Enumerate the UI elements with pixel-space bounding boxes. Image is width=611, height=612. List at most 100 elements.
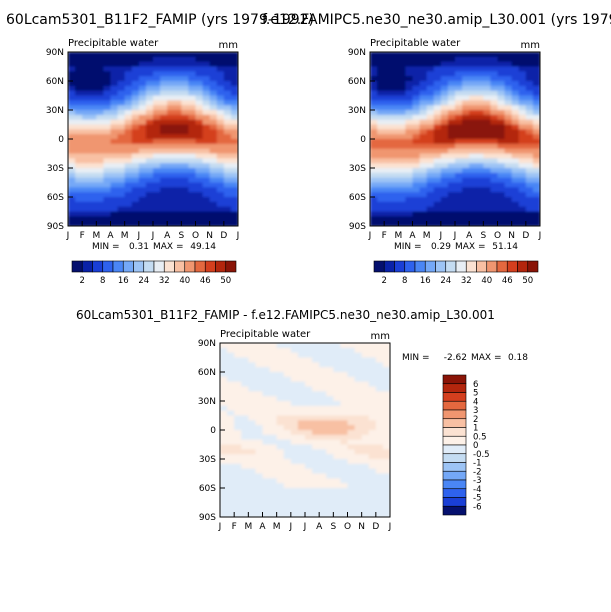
x-tick-label-J: J: [439, 231, 443, 241]
colorbar-swatch: [442, 462, 467, 472]
colorbar-swatch: [442, 418, 467, 428]
colorbar-swatch: [122, 260, 134, 273]
panel-1-units: mm: [219, 40, 238, 51]
colorbar-swatch: [442, 435, 467, 446]
colorbar-swatch: [184, 260, 196, 273]
colorbar-swatch: [92, 260, 104, 273]
y-tick-label-90S: 90S: [47, 222, 64, 232]
panel-2-min-label: MIN =: [394, 242, 422, 252]
x-tick-label-M: M: [92, 231, 100, 241]
x-tick-label-D: D: [220, 231, 227, 241]
panel-3-min-label: MIN =: [402, 353, 430, 363]
colorbar-swatch: [435, 260, 447, 273]
x-tick-label-J: J: [289, 522, 293, 532]
panel-1-subtitle: Precipitable water: [68, 38, 159, 49]
colorbar-swatch: [102, 260, 114, 273]
x-tick-label-D: D: [522, 231, 529, 241]
x-tick-label-J: J: [218, 522, 222, 532]
y-tick-label-30S: 30S: [199, 455, 216, 465]
panel-2-subtitle: Precipitable water: [370, 38, 461, 49]
x-tick-label-A: A: [466, 231, 473, 241]
x-tick-label-S: S: [178, 231, 184, 241]
y-tick-label-30N: 30N: [46, 106, 64, 116]
colorbar-label-1: 1: [473, 424, 478, 434]
y-tick-label-60N: 60N: [198, 368, 216, 378]
colorbar-label--1: -1: [473, 459, 481, 469]
colorbar-label-32: 32: [461, 276, 472, 286]
colorbar-swatch: [445, 260, 457, 273]
colorbar-label-6: 6: [473, 380, 478, 390]
colorbar-swatch: [383, 260, 395, 273]
colorbar-label-32: 32: [159, 276, 170, 286]
colorbar-label-24: 24: [138, 276, 149, 286]
panel-3-field: [220, 343, 390, 517]
panel-1-colorbar: 2 8 16 24 32 40 46 50: [71, 260, 237, 286]
y-tick-label-60S: 60S: [199, 484, 216, 494]
colorbar-swatch: [153, 260, 165, 273]
colorbar-swatch: [442, 392, 467, 402]
colorbar-swatch: [442, 505, 467, 516]
y-tick-label-60S: 60S: [47, 193, 64, 203]
colorbar-label-46: 46: [200, 276, 211, 286]
colorbar-swatch: [465, 260, 477, 273]
y-tick-label-90S: 90S: [349, 222, 366, 232]
colorbar-swatch: [442, 488, 467, 498]
colorbar-label--0.5: -0.5: [473, 450, 490, 460]
x-tick-label-S: S: [480, 231, 486, 241]
colorbar-swatch: [394, 260, 406, 273]
x-tick-label-J: J: [538, 231, 542, 241]
colorbar-label-40: 40: [481, 276, 492, 286]
x-tick-label-D: D: [372, 522, 379, 532]
colorbar-swatch: [163, 260, 175, 273]
panel-2-field: [370, 52, 540, 226]
colorbar-swatch: [442, 427, 467, 437]
panel-1: 60Lcam5301_B11F2_FAMIP (yrs 1979-1992) P…: [6, 12, 314, 286]
colorbar-label-2: 2: [80, 276, 85, 286]
x-tick-label-M: M: [394, 231, 402, 241]
x-tick-label-J: J: [388, 522, 392, 532]
colorbar-swatch: [225, 260, 237, 273]
x-tick-label-J: J: [368, 231, 372, 241]
y-tick-label-90S: 90S: [199, 513, 216, 523]
colorbar-label-2: 2: [473, 415, 478, 425]
y-tick-label-60N: 60N: [46, 77, 64, 87]
panel-1-min-value: 0.31: [129, 242, 149, 252]
panel-1-max-value: 49.14: [190, 242, 216, 252]
colorbar-swatch: [194, 260, 206, 273]
colorbar-swatch: [373, 260, 385, 273]
y-tick-label-90N: 90N: [198, 339, 216, 349]
panel-3: 60Lcam5301_B11F2_FAMIP - f.e12.FAMIPC5.n…: [76, 308, 528, 532]
colorbar-swatch: [133, 260, 145, 273]
colorbar-swatch: [527, 260, 539, 273]
y-tick-label-60S: 60S: [349, 193, 366, 203]
colorbar-label--3: -3: [473, 476, 481, 486]
colorbar-swatch: [442, 383, 467, 393]
x-tick-label-A: A: [164, 231, 171, 241]
x-tick-label-O: O: [344, 522, 351, 532]
y-tick-label-90N: 90N: [348, 48, 366, 58]
colorbar-swatch: [71, 260, 83, 273]
x-tick-label-F: F: [382, 231, 387, 241]
colorbar-swatch: [476, 260, 488, 273]
x-tick-label-N: N: [206, 231, 213, 241]
y-tick-label-30S: 30S: [349, 164, 366, 174]
colorbar-swatch: [143, 260, 155, 273]
colorbar-label-8: 8: [402, 276, 407, 286]
colorbar-swatch: [81, 260, 93, 273]
x-tick-label-J: J: [236, 231, 240, 241]
x-tick-label-N: N: [358, 522, 365, 532]
colorbar-label-4: 4: [473, 397, 478, 407]
x-tick-label-S: S: [330, 522, 336, 532]
colorbar-label-46: 46: [502, 276, 513, 286]
colorbar-label-2: 2: [382, 276, 387, 286]
colorbar-swatch: [517, 260, 529, 273]
panel-2-colorbar: 2 8 16 24 32 40 46 50: [373, 260, 539, 286]
colorbar-label-50: 50: [522, 276, 533, 286]
colorbar-label-3: 3: [473, 406, 478, 416]
colorbar-label-0: 0: [473, 441, 478, 451]
